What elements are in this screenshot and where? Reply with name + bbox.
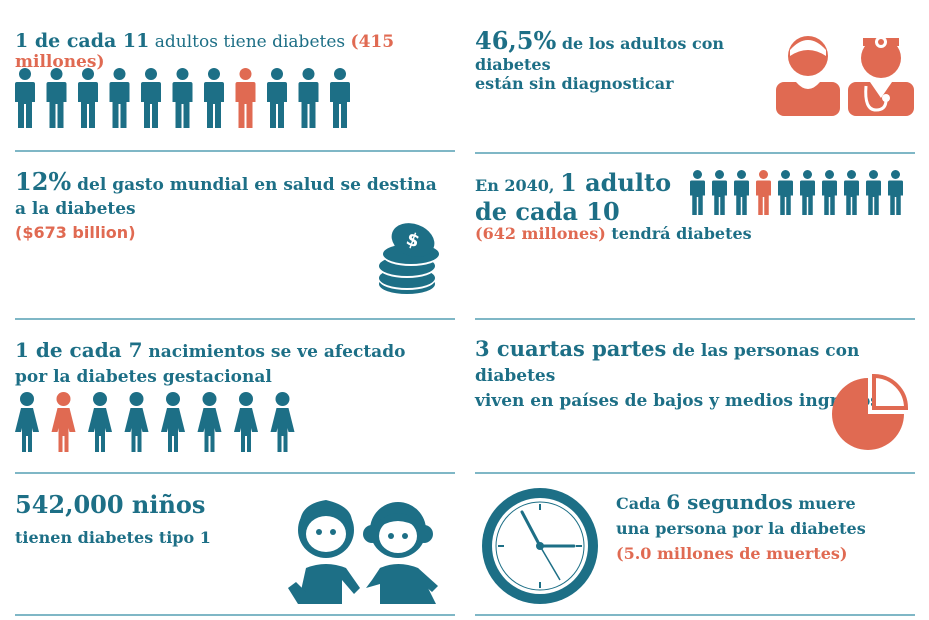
stat-undiagnosed: 46,5% de los adultos con diabetes están … [475, 26, 795, 93]
stat-highlight: 1 de cada 7 [15, 338, 143, 362]
adult-person-icon [15, 68, 35, 128]
stat-highlight: 1 adulto [560, 168, 672, 197]
stat-gestational-diabetes: 1 de cada 7 nacimientos se ve afectado p… [15, 338, 455, 390]
stat-highlight: 46,5% [475, 26, 557, 55]
woman-figure-icon [124, 392, 149, 452]
adult-person-icon-highlighted [235, 68, 256, 128]
divider [475, 318, 915, 320]
divider [15, 614, 455, 616]
stat-red-text: (642 millones) [475, 224, 606, 243]
stat-text-end: muere [792, 494, 856, 513]
divider [475, 614, 915, 616]
stat-text: tienen diabetes tipo 1 [15, 528, 211, 547]
pie-chart-icon [832, 373, 909, 450]
divider [15, 150, 455, 152]
divider [475, 472, 915, 474]
coin-stack-dollar-icon: $ [379, 223, 439, 294]
stat-text: tendrá diabetes [605, 224, 752, 243]
adult-person-icon [690, 170, 705, 215]
stat-text: nacimientos se ve afectado [142, 342, 406, 362]
adult-person-icon [800, 170, 815, 215]
stat-text-line2: a la diabetes [15, 199, 136, 219]
adult-person-icon [172, 68, 193, 128]
adult-person-icon [109, 68, 130, 128]
adult-person-icon [141, 68, 161, 128]
stat-health-spending: 12% del gasto mundial en salud se destin… [15, 170, 455, 245]
doctor-stethoscope-icon [848, 36, 914, 116]
woman-figure-icon [88, 392, 112, 452]
stat-red-text: (415 millones) [15, 32, 395, 72]
stat-low-income-countries: 3 cuartas partes de las personas con dia… [475, 336, 920, 414]
stat-text: adultos tiene diabetes [149, 32, 351, 52]
divider [15, 472, 455, 474]
stat-highlight: 542,000 niños [15, 490, 206, 519]
woman-figure-icon [197, 392, 222, 452]
stat-text: del gasto mundial en salud se destina [71, 175, 437, 195]
stat-deaths: Cada 6 segundos muere una persona por la… [616, 490, 916, 566]
adult-person-icon [734, 170, 749, 215]
adult-person-icon [778, 170, 793, 215]
stat-highlight: 3 cuartas partes [475, 336, 667, 361]
adult-person-icon [330, 68, 350, 128]
clock-icon [482, 488, 598, 604]
adult-person-icon [888, 170, 903, 215]
stat-red-text: (5.0 millones de muertes) [616, 544, 848, 563]
adult-person-icon [46, 68, 67, 128]
adult-person-icon-highlighted [756, 170, 771, 215]
stat-text: Cada [616, 494, 667, 513]
stat-text: En 2040, [475, 176, 561, 195]
stat-text-line2: están sin diagnosticar [475, 74, 674, 93]
stat-highlight: 6 segundos [666, 490, 793, 514]
stat-2040-line3: (642 millones) tendrá diabetes [475, 224, 915, 243]
adult-person-icon [822, 170, 837, 215]
stat-text-line2: por la diabetes gestacional [15, 367, 272, 387]
adult-person-icon [267, 68, 287, 128]
woman-figure-icon [234, 392, 258, 452]
stat-adults-with-diabetes: 1 de cada 11 adultos tiene diabetes (415… [15, 30, 455, 72]
divider [15, 318, 455, 320]
stat-highlight-line2: de cada 10 [475, 197, 620, 226]
woman-figure-icon [270, 392, 295, 452]
pie-slice-minor [872, 373, 909, 410]
woman-figures-row [15, 392, 295, 452]
stat-text: de los adultos con diabetes [475, 34, 725, 74]
stat-red-text: ($673 billion) [15, 223, 136, 242]
stat-text-line2: una persona por la diabetes [616, 519, 866, 538]
adult-figures-row-2 [690, 170, 903, 215]
stat-highlight: 12% [15, 167, 72, 196]
woman-figure-icon-highlighted [51, 392, 76, 452]
adult-person-icon [712, 170, 727, 215]
adult-person-icon [866, 170, 881, 215]
stat-2040-projection: En 2040, 1 adulto de cada 10 [475, 170, 695, 228]
woman-figure-icon [15, 392, 39, 452]
adult-person-icon [844, 170, 859, 215]
adult-person-icon [78, 68, 98, 128]
stat-children-type1: 542,000 niños tienen diabetes tipo 1 [15, 490, 275, 553]
pie-slice-major [832, 378, 904, 450]
stat-text: de las personas con diabetes [475, 341, 860, 386]
woman-patient-icon [776, 36, 840, 116]
woman-figure-icon [161, 392, 185, 452]
adult-person-icon [204, 68, 224, 128]
children-boy-girl-icon [288, 500, 438, 604]
divider [475, 152, 915, 154]
stat-text-line2: viven en países de bajos y medios ingres… [475, 391, 880, 411]
adult-person-icon [298, 68, 319, 128]
stat-highlight: 1 de cada 11 [15, 30, 150, 52]
adult-figures-row-1 [15, 68, 350, 128]
